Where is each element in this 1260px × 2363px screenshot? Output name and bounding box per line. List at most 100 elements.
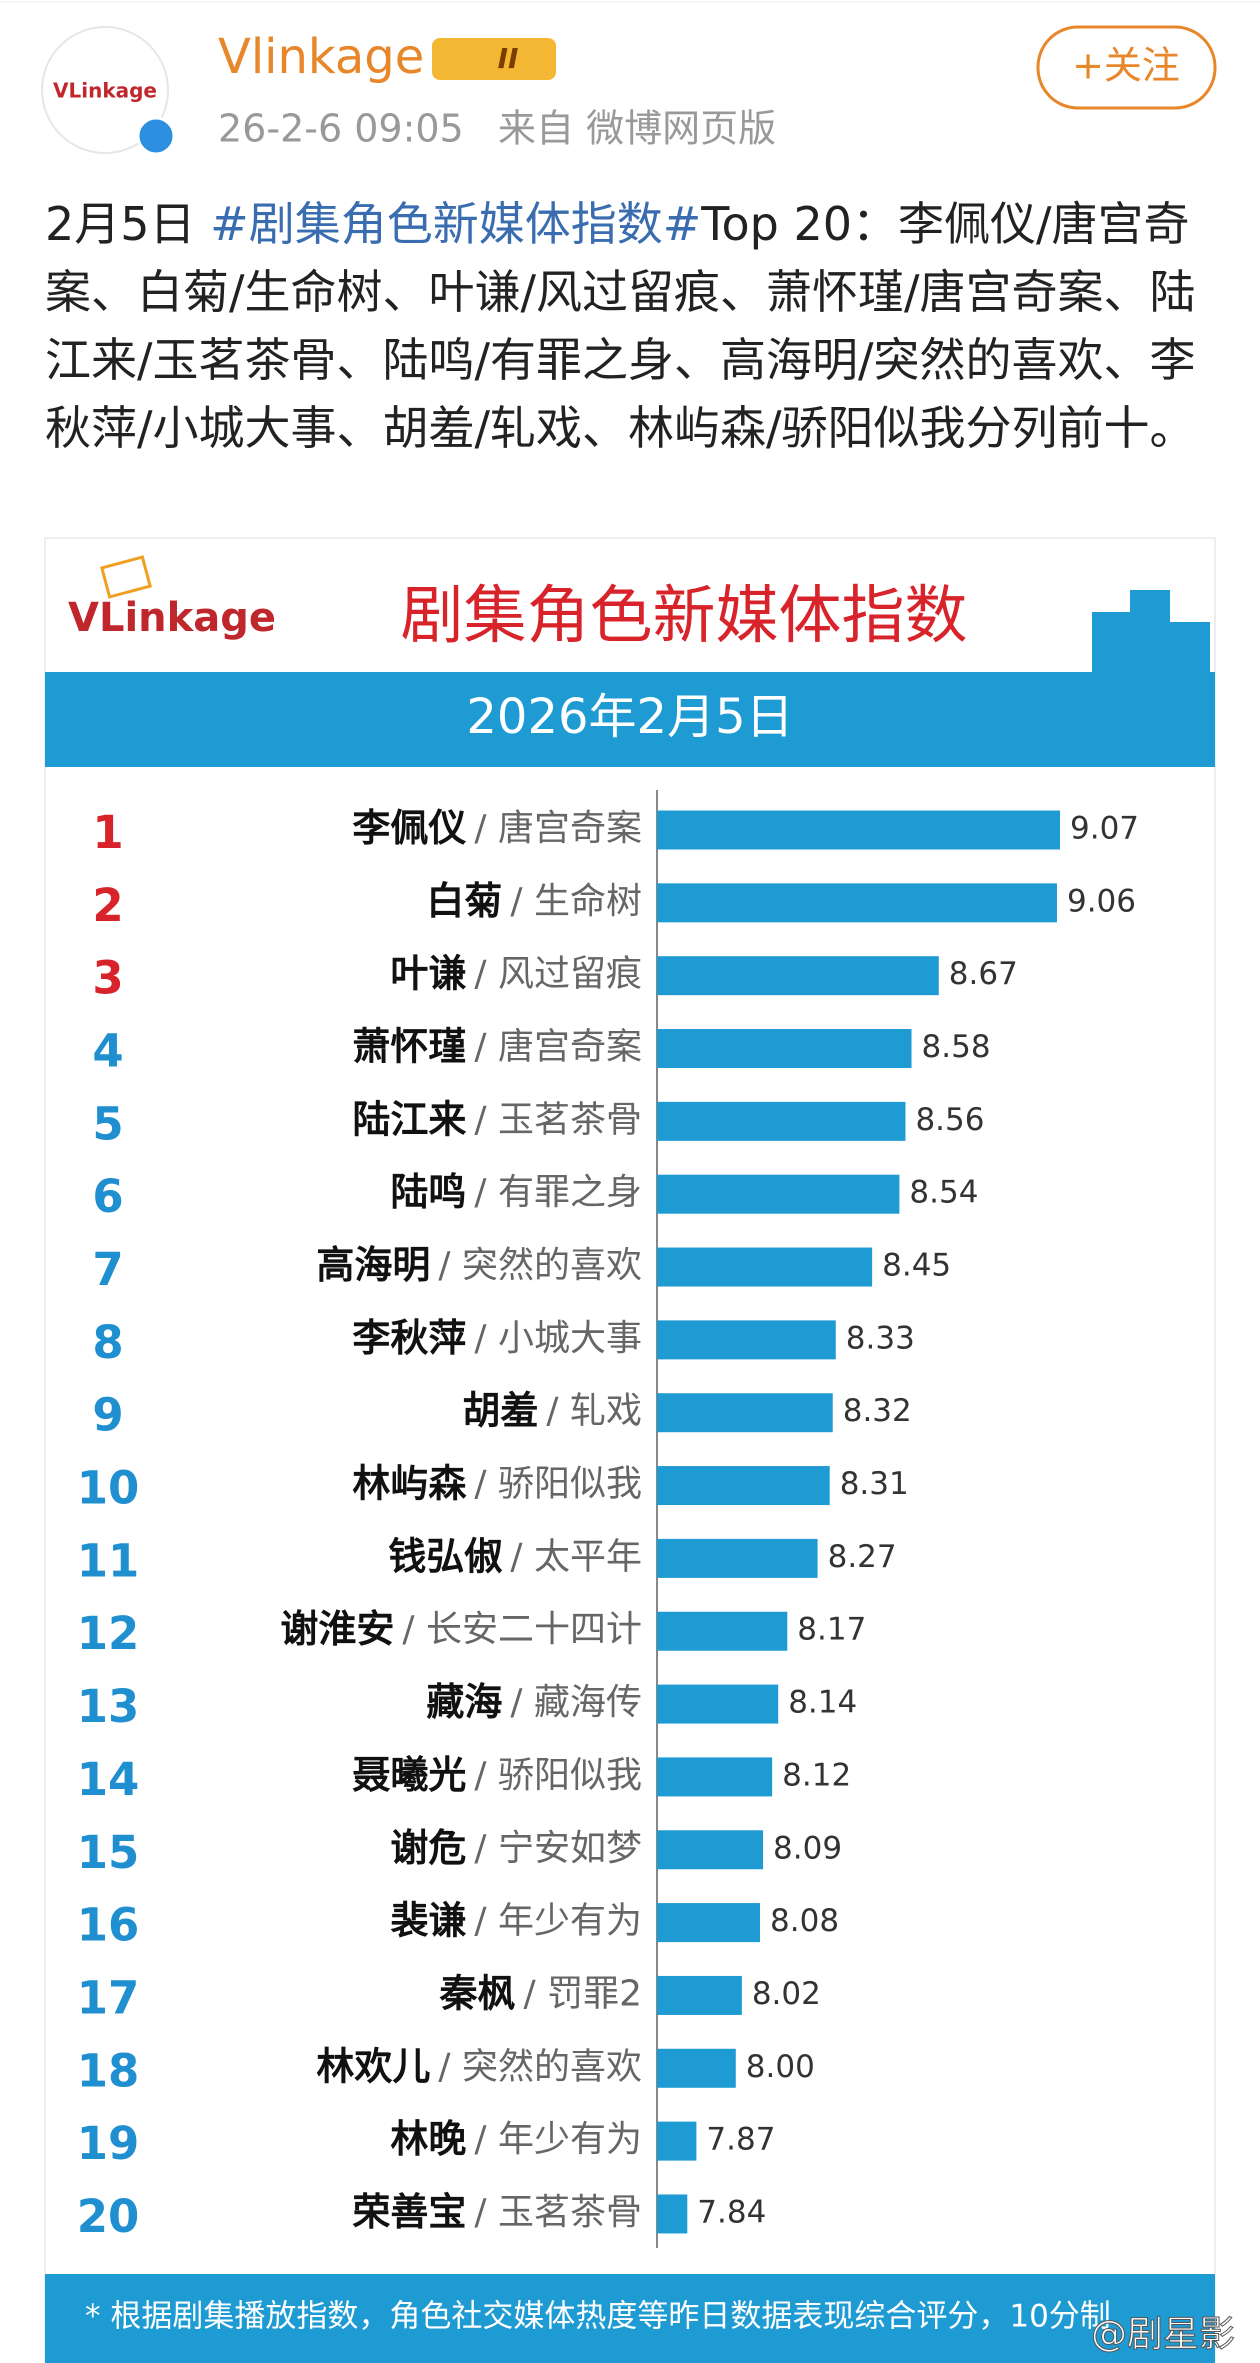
show-label: / 骄阳似我: [474, 1755, 642, 1796]
show-label: / 罚罪2: [524, 1973, 642, 2014]
category-label: 藏海: [426, 1680, 502, 1724]
row-label: 李佩仪 / 唐宫奇案: [352, 806, 642, 850]
show-label: / 年少有为: [474, 1901, 642, 1942]
rank: 11: [77, 1534, 140, 1587]
podium: [1170, 622, 1210, 672]
rank: 19: [77, 2117, 140, 2170]
value-label: 8.08: [770, 1903, 839, 1939]
time: 26-2-6 09:05: [218, 107, 464, 151]
category-label: 林晚: [390, 2117, 466, 2161]
show-label: / 突然的喜欢: [438, 2046, 642, 2087]
bar: [657, 2194, 688, 2234]
category-label: 李佩仪: [352, 806, 466, 850]
podium: [1092, 612, 1130, 672]
value-label: 8.17: [797, 1612, 866, 1648]
row-label: 荣善宝 / 玉茗茶骨: [352, 2189, 642, 2233]
category-label: 白菊: [426, 878, 502, 922]
text: Top 20：李佩仪/唐宫奇案、白菊/生命树、叶谦/风过留痕、萧怀瑾/唐宫奇案、…: [45, 197, 1196, 455]
value-label: 8.27: [828, 1539, 897, 1575]
avatar-text: VLinkage: [53, 79, 157, 103]
category-label: 陆江来: [352, 1097, 466, 1141]
rank: 7: [92, 1243, 123, 1296]
category-label: 秦枫: [439, 1971, 516, 2015]
show-label: / 唐宫奇案: [474, 808, 642, 849]
rank: 13: [77, 1680, 140, 1733]
category-label: 裴谦: [390, 1898, 466, 1942]
bar: [657, 1903, 761, 1943]
author[interactable]: Vlinkage: [218, 29, 424, 85]
badge: [432, 38, 556, 80]
row-label: 林晚 / 年少有为: [390, 2117, 642, 2161]
category-label: 萧怀瑾: [352, 1024, 466, 1068]
avatar[interactable]: [41, 26, 169, 154]
rank: 10: [77, 1462, 140, 1515]
bar: [657, 1247, 873, 1287]
rank: 9: [92, 1389, 123, 1442]
bar: [657, 1684, 779, 1724]
row-label: 高海明 / 突然的喜欢: [316, 1243, 642, 1287]
bar: [657, 1029, 912, 1069]
chart-subtitle: 2026年2月5日: [466, 689, 793, 745]
rank: 16: [77, 1899, 140, 1952]
watermark: @剧星影: [1091, 2314, 1235, 2355]
chart-title: 剧集角色新媒体指数: [401, 579, 968, 652]
rank: 2: [92, 879, 123, 932]
follow-text: +关注: [1072, 44, 1180, 88]
rank: 12: [77, 1607, 140, 1660]
row-label: 胡羞 / 轧戏: [462, 1388, 642, 1432]
row-label: 秦枫 / 罚罪2: [439, 1971, 643, 2015]
show-label: / 生命树: [510, 881, 642, 922]
bar: [657, 1757, 773, 1797]
value-label: 8.31: [840, 1466, 909, 1502]
value-label: 8.09: [773, 1830, 842, 1866]
bar: [657, 1975, 742, 2015]
badge-text: II: [498, 42, 519, 75]
rank: 17: [77, 1971, 140, 2024]
hashtag[interactable]: #剧集角色新媒体指数#: [210, 197, 702, 251]
show-label: / 藏海传: [510, 1682, 642, 1723]
show-label: / 风过留痕: [474, 954, 642, 995]
row-label: 白菊 / 生命树: [426, 878, 642, 922]
category-label: 钱弘俶: [388, 1534, 502, 1578]
post-text: 2月5日 #剧集角色新媒体指数#Top 20：李佩仪/唐宫奇案、白菊/生命树、叶…: [45, 190, 1220, 462]
value-label: 8.54: [909, 1175, 978, 1211]
logo-icon: [99, 555, 153, 599]
show-label: / 骄阳似我: [474, 1464, 642, 1505]
bar: [657, 2048, 736, 2088]
value-label: 8.58: [922, 1029, 991, 1065]
bar: [657, 1611, 788, 1651]
value-label: 7.84: [697, 2194, 766, 2230]
show-label: / 小城大事: [474, 1318, 642, 1359]
value-label: 8.02: [752, 1976, 821, 2012]
show-label: / 玉茗茶骨: [474, 1099, 642, 1140]
category-label: 林屿森: [352, 1461, 467, 1505]
value-label: 8.67: [949, 956, 1018, 992]
value-label: 8.56: [915, 1102, 984, 1138]
row-label: 谢危 / 宁安如梦: [390, 1825, 642, 1869]
bar: [657, 1830, 764, 1870]
category-label: 李秋萍: [352, 1315, 466, 1359]
bar: [657, 1538, 818, 1578]
category-label: 谢危: [390, 1825, 466, 1869]
bar: [657, 1466, 830, 1506]
follow-button[interactable]: [1036, 25, 1217, 110]
bar: [657, 1174, 900, 1214]
value-label: 8.14: [788, 1685, 857, 1721]
category-label: 陆鸣: [390, 1170, 466, 1214]
category-label: 荣善宝: [352, 2189, 466, 2233]
show-label: / 长安二十四计: [402, 1609, 642, 1650]
show-label: / 玉茗茶骨: [474, 2192, 642, 2233]
row-label: 林欢儿 / 突然的喜欢: [316, 2044, 642, 2088]
podium: [1130, 590, 1170, 672]
show-label: / 突然的喜欢: [438, 1245, 642, 1286]
show-label: / 太平年: [510, 1536, 642, 1577]
value-label: 8.12: [782, 1757, 851, 1793]
rank: 14: [77, 1753, 140, 1806]
row-label: 李秋萍 / 小城大事: [352, 1315, 642, 1359]
row-label: 藏海 / 藏海传: [426, 1680, 642, 1724]
rank: 8: [92, 1316, 123, 1369]
rank: 5: [92, 1097, 123, 1150]
rank: 1: [92, 806, 123, 859]
